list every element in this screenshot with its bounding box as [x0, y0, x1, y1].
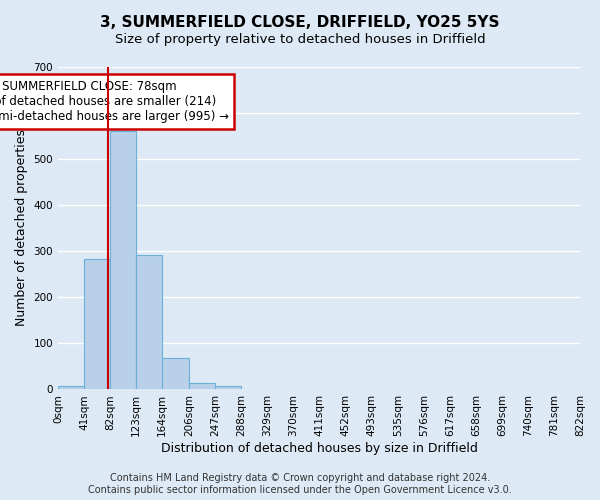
Text: 3, SUMMERFIELD CLOSE, DRIFFIELD, YO25 5YS: 3, SUMMERFIELD CLOSE, DRIFFIELD, YO25 5Y… [100, 15, 500, 30]
Bar [215, 386, 241, 390]
Text: Contains HM Land Registry data © Crown copyright and database right 2024.
Contai: Contains HM Land Registry data © Crown c… [88, 474, 512, 495]
Bar [162, 358, 189, 390]
Text: Size of property relative to detached houses in Driffield: Size of property relative to detached ho… [115, 32, 485, 46]
X-axis label: Distribution of detached houses by size in Driffield: Distribution of detached houses by size … [161, 442, 478, 455]
Bar [136, 254, 162, 390]
Y-axis label: Number of detached properties: Number of detached properties [15, 130, 28, 326]
Bar [189, 383, 215, 390]
Bar [110, 131, 136, 390]
Bar [58, 386, 84, 390]
Text: 3 SUMMERFIELD CLOSE: 78sqm
← 18% of detached houses are smaller (214)
81% of sem: 3 SUMMERFIELD CLOSE: 78sqm ← 18% of deta… [0, 80, 229, 124]
Bar [84, 260, 110, 390]
